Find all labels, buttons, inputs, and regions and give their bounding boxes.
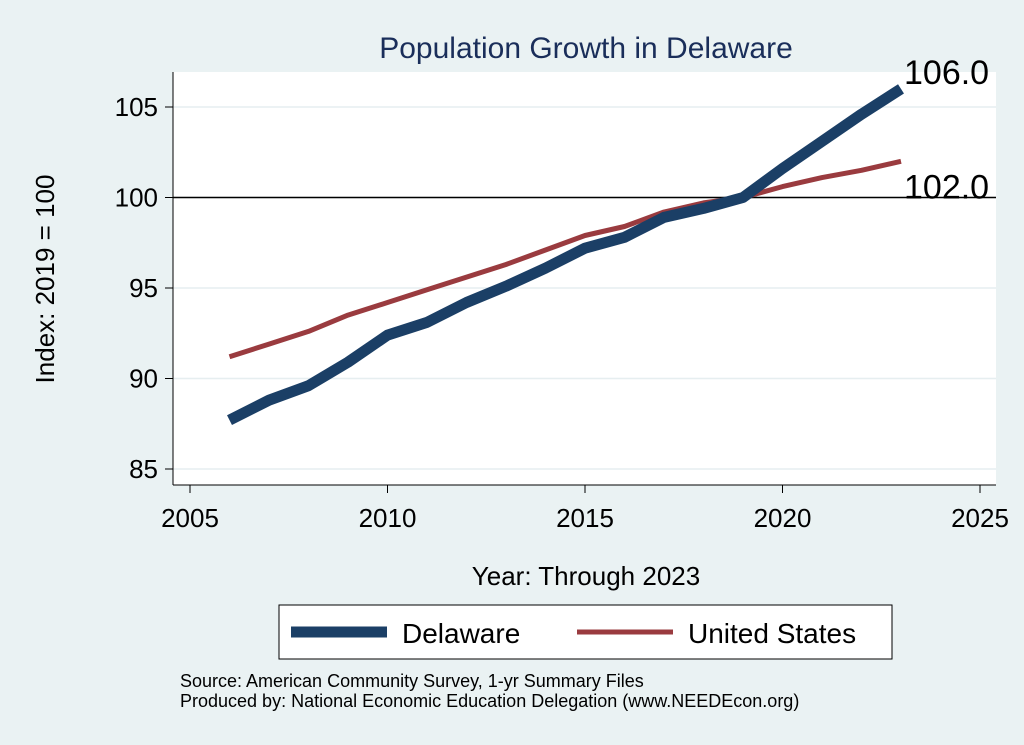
plot-area xyxy=(173,72,996,485)
series-line-delaware xyxy=(227,84,904,426)
y-tick-label-95: 95 xyxy=(129,273,158,303)
x-tick-label-2020: 2020 xyxy=(754,503,812,533)
legend-label-united-states: United States xyxy=(688,618,856,649)
series-lines xyxy=(227,84,904,426)
x-axis-ticks: 2005 2010 2015 2020 2025 xyxy=(161,485,1009,533)
y-axis-title: Index: 2019 = 100 xyxy=(30,175,60,384)
x-tick-label-2005: 2005 xyxy=(161,503,219,533)
x-tick-label-2025: 2025 xyxy=(951,503,1009,533)
y-tick-label-105: 105 xyxy=(115,92,158,122)
legend: Delaware United States xyxy=(278,604,893,660)
chart-title: Population Growth in Delaware xyxy=(379,32,793,65)
y-axis-ticks: 85 90 95 100 105 xyxy=(115,92,173,484)
x-axis-title: Year: Through 2023 xyxy=(472,561,700,591)
legend-label-delaware: Delaware xyxy=(402,618,520,649)
source-note: Source: American Community Survey, 1-yr … xyxy=(180,671,644,691)
end-label-delaware: 106.0 xyxy=(904,54,989,92)
y-tick-label-100: 100 xyxy=(115,183,158,213)
producer-note: Produced by: National Economic Education… xyxy=(180,691,799,711)
x-tick-label-2015: 2015 xyxy=(556,503,614,533)
y-tick-label-90: 90 xyxy=(129,364,158,394)
x-tick-label-2010: 2010 xyxy=(359,503,417,533)
end-label-united-states: 102.0 xyxy=(904,168,989,206)
end-labels: 106.0 102.0 xyxy=(904,54,989,206)
series-line-united-states xyxy=(228,158,902,360)
y-tick-label-85: 85 xyxy=(129,454,158,484)
